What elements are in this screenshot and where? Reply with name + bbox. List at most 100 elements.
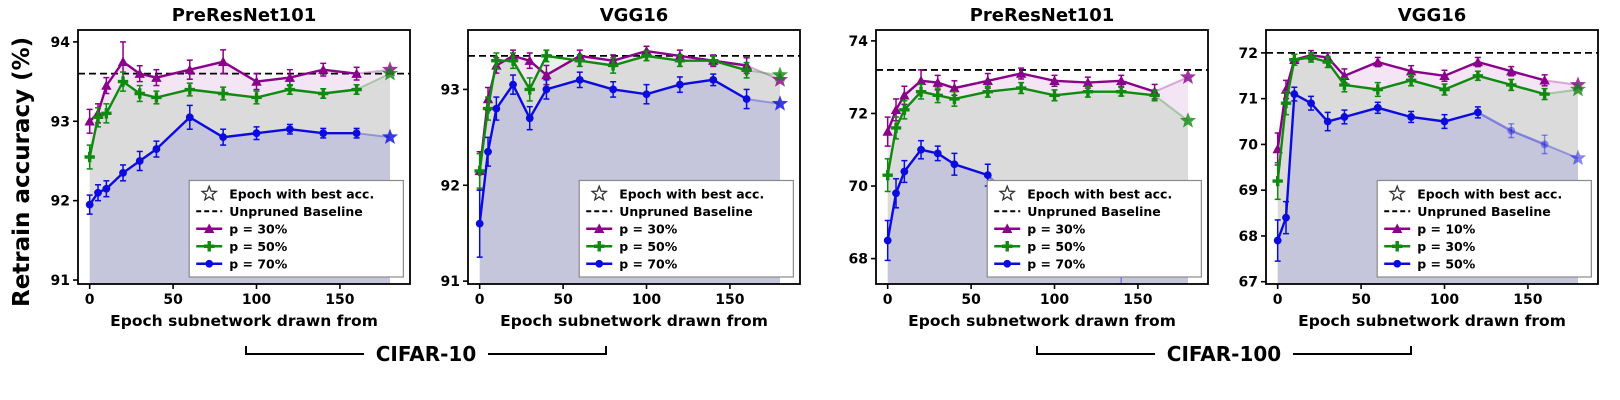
star-connector (356, 68, 391, 75)
series-line (478, 54, 747, 172)
circle-marker (609, 85, 618, 94)
plus-marker (574, 55, 585, 66)
circle-marker (950, 160, 959, 169)
star-connector (1154, 76, 1189, 93)
legend-box (1376, 179, 1592, 278)
legend-label: Epoch with best acc. (1027, 186, 1172, 201)
legend-label: p = 50% (619, 239, 678, 254)
legend-label: p = 10% (1417, 221, 1476, 236)
plus-marker (482, 103, 494, 114)
y-tick-label: 71 (1239, 92, 1258, 108)
circle-marker (1323, 117, 1332, 126)
circle-marker (285, 125, 294, 134)
legend-star-icon (200, 184, 219, 202)
circle-marker (1540, 140, 1549, 149)
circle-marker (492, 104, 501, 113)
circle-marker (94, 188, 102, 197)
plus-marker (1116, 86, 1127, 97)
plus-marker (1289, 54, 1300, 65)
triangle-marker (251, 76, 262, 86)
best-epoch-star (1569, 81, 1587, 97)
legend-label: Unpruned Baseline (229, 204, 363, 219)
chart-preresnet101-cifar100: 0 50 100 150 68 70 72 74 PreResNet101 Epoch subne… (849, 5, 1209, 330)
plus-marker (1002, 241, 1013, 252)
y-tick-label: 69 (1239, 183, 1258, 199)
y-tick-label: 92 (51, 194, 70, 210)
circle-marker (742, 95, 751, 103)
best-epoch-star (381, 65, 399, 81)
plus-marker (134, 88, 145, 99)
plus-marker (607, 60, 619, 71)
chart-title: PreResNet101 (172, 5, 317, 26)
x-axis-label: Epoch subnetwork drawn from (110, 312, 378, 330)
legend-box (578, 179, 794, 278)
triangle-marker (204, 223, 215, 233)
legend-label: p = 30% (619, 221, 678, 236)
plot-border (467, 29, 801, 285)
circle-marker (933, 149, 942, 158)
circle-marker (135, 157, 144, 165)
series-line (88, 60, 357, 123)
legend-star-icon (1388, 184, 1407, 202)
circle-marker (1003, 259, 1012, 268)
circle-marker (1393, 259, 1402, 268)
plus-marker (915, 86, 927, 97)
y-axis-label: Retrain accuracy (%) (9, 36, 35, 308)
circle-marker (1282, 213, 1290, 222)
star-connector (1544, 88, 1579, 96)
y-tick-label: 74 (849, 34, 869, 50)
legend-box (188, 179, 404, 278)
circle-marker (509, 80, 517, 89)
triangle-marker (949, 82, 960, 93)
circle-marker (1507, 126, 1516, 135)
legend-label: p = 30% (1027, 221, 1086, 236)
x-tick-label: 100 (632, 292, 661, 308)
x-tick-label: 50 (961, 292, 981, 308)
triangle-marker (1015, 68, 1027, 78)
plus-marker (117, 76, 129, 87)
dataset-row: CIFAR-10 CIFAR-100 (0, 342, 1620, 366)
y-tick-label: 68 (849, 252, 868, 268)
plus-marker (1082, 86, 1094, 97)
plot-border (1265, 29, 1599, 285)
circle-marker (152, 145, 161, 153)
legend-label: p = 70% (619, 256, 678, 271)
plus-marker (1049, 90, 1060, 101)
bracket-line-left-cifar100 (1035, 346, 1155, 355)
x-tick-label: 100 (1430, 292, 1459, 308)
legend-label: Unpruned Baseline (1417, 204, 1551, 219)
plus-marker (491, 55, 502, 66)
plot-border (77, 29, 411, 285)
star-connector (1154, 94, 1189, 122)
legend-label: p = 70% (229, 256, 288, 271)
circle-marker (1290, 90, 1299, 98)
legend-label: p = 50% (229, 239, 288, 254)
plus-marker (1339, 79, 1350, 91)
circle-marker (119, 168, 127, 177)
x-tick-label: 0 (1273, 292, 1283, 308)
plus-marker (84, 151, 95, 163)
triangle-marker (1539, 75, 1550, 85)
legend-label: Epoch with best acc. (1417, 186, 1562, 201)
chart-panels: 0 50 100 150 91 92 93 94 PreResNet101 Epoch subne… (42, 4, 1608, 340)
triangle-marker (524, 55, 535, 65)
star-connector (356, 72, 391, 91)
plus-marker (708, 55, 719, 66)
circle-marker (185, 113, 194, 122)
x-axis-label: Epoch subnetwork drawn from (1298, 312, 1566, 330)
circle-marker (525, 114, 534, 123)
plus-marker (1015, 82, 1027, 94)
plus-marker (1539, 88, 1550, 100)
legend-star-icon (590, 184, 609, 202)
circle-marker (709, 75, 718, 84)
circle-marker (595, 259, 604, 268)
plus-marker (101, 108, 112, 119)
best-epoch-star (1179, 112, 1197, 128)
circle-marker (319, 129, 328, 138)
plus-marker (674, 55, 686, 66)
chart-vgg16-cifar10: 0 50 100 150 91 92 93 VGG16 Epoch subnetwork dra… (441, 5, 801, 330)
plus-marker (594, 241, 605, 252)
dataset-label-cifar100: CIFAR-100 (1166, 342, 1282, 366)
x-tick-label: 150 (1513, 292, 1542, 308)
plus-marker (541, 50, 552, 62)
